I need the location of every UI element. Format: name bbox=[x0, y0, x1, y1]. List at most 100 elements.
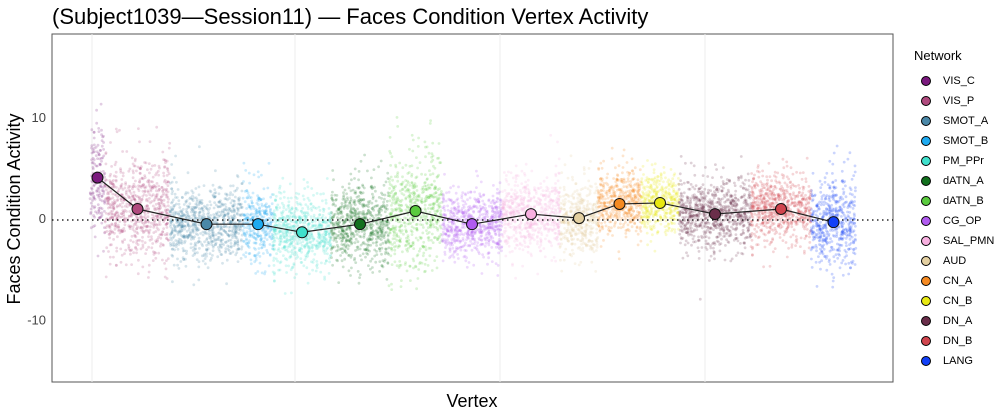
vertex-point bbox=[491, 239, 495, 243]
vertex-point bbox=[305, 266, 309, 270]
vertex-point bbox=[131, 176, 135, 180]
vertex-point bbox=[275, 252, 278, 256]
vertex-point bbox=[92, 136, 96, 140]
vertex-point bbox=[90, 186, 93, 190]
vertex-point bbox=[286, 223, 289, 226]
vertex-point bbox=[129, 239, 133, 242]
vertex-point bbox=[303, 258, 307, 261]
vertex-point bbox=[488, 231, 492, 235]
vertex-point bbox=[214, 195, 217, 198]
vertex-point bbox=[550, 221, 554, 225]
vertex-point bbox=[91, 191, 95, 195]
vertex-point bbox=[330, 251, 334, 255]
vertex-point bbox=[193, 225, 197, 228]
vertex-point bbox=[170, 231, 173, 235]
vertex-point bbox=[404, 196, 408, 200]
vertex-point bbox=[120, 215, 124, 219]
vertex-point bbox=[167, 238, 171, 242]
vertex-point bbox=[128, 189, 131, 192]
vertex-point bbox=[479, 243, 482, 247]
vertex-point bbox=[407, 222, 411, 226]
vertex-point bbox=[219, 227, 223, 231]
vertex-point bbox=[114, 211, 118, 215]
vertex-point bbox=[131, 195, 135, 199]
vertex-point bbox=[285, 214, 289, 218]
vertex-point bbox=[529, 197, 533, 201]
vertex-point bbox=[224, 247, 228, 251]
vertex-point bbox=[207, 229, 211, 233]
vertex-point bbox=[361, 191, 365, 195]
vertex-point bbox=[383, 260, 386, 263]
vertex-point bbox=[238, 225, 242, 229]
vertex-point bbox=[162, 218, 166, 222]
vertex-point bbox=[378, 260, 382, 263]
vertex-point bbox=[97, 190, 101, 193]
vertex-point bbox=[403, 185, 407, 189]
vertex-point bbox=[362, 186, 366, 190]
vertex-point bbox=[283, 244, 287, 248]
vertex-point bbox=[323, 240, 327, 244]
vertex-point bbox=[328, 220, 332, 224]
vertex-point bbox=[103, 220, 107, 224]
vertex-point bbox=[213, 226, 217, 229]
vertex-point bbox=[447, 233, 451, 237]
vertex-point bbox=[193, 252, 197, 256]
points-PM_PPr bbox=[271, 176, 333, 295]
vertex-point bbox=[197, 265, 201, 269]
vertex-point bbox=[273, 279, 276, 282]
vertex-point bbox=[168, 141, 172, 145]
vertex-point bbox=[145, 194, 148, 197]
vertex-point bbox=[101, 186, 105, 190]
vertex-point bbox=[217, 210, 220, 214]
vertex-point bbox=[279, 224, 283, 228]
vertex-point bbox=[403, 225, 407, 228]
vertex-point bbox=[146, 199, 150, 203]
vertex-point bbox=[250, 201, 254, 205]
vertex-point bbox=[410, 174, 413, 178]
vertex-point bbox=[166, 170, 170, 173]
vertex-point bbox=[304, 255, 308, 259]
vertex-point bbox=[414, 265, 418, 269]
vertex-point bbox=[275, 205, 278, 209]
vertex-point bbox=[187, 233, 191, 237]
vertex-point bbox=[165, 211, 169, 215]
vertex-point bbox=[470, 248, 474, 252]
vertex-point bbox=[116, 235, 119, 239]
vertex-point bbox=[131, 162, 135, 166]
vertex-point bbox=[415, 287, 418, 291]
vertex-point bbox=[127, 224, 131, 228]
vertex-point bbox=[459, 245, 463, 249]
vertex-point bbox=[195, 205, 199, 209]
vertex-point bbox=[337, 230, 341, 234]
vertex-point bbox=[215, 216, 219, 220]
vertex-point bbox=[274, 198, 278, 202]
vertex-point bbox=[91, 167, 95, 171]
vertex-point bbox=[174, 229, 178, 233]
vertex-point bbox=[252, 173, 256, 177]
vertex-point bbox=[300, 247, 303, 251]
vertex-point bbox=[317, 205, 321, 209]
vertex-point bbox=[317, 230, 320, 234]
vertex-point bbox=[299, 261, 303, 264]
vertex-point bbox=[387, 246, 391, 250]
vertex-point bbox=[312, 213, 316, 217]
vertex-point bbox=[244, 217, 247, 221]
vertex-point bbox=[137, 127, 140, 130]
vertex-point bbox=[254, 232, 257, 236]
vertex-point bbox=[125, 205, 129, 209]
vertex-point bbox=[240, 224, 243, 228]
vertex-point bbox=[272, 229, 276, 233]
vertex-point bbox=[469, 215, 473, 219]
vertex-point bbox=[193, 241, 197, 245]
vertex-point bbox=[450, 241, 454, 245]
vertex-point bbox=[288, 222, 291, 226]
vertex-point bbox=[467, 213, 471, 217]
vertex-point bbox=[404, 203, 408, 207]
vertex-point bbox=[450, 238, 454, 242]
vertex-point bbox=[288, 235, 292, 238]
vertex-point bbox=[251, 215, 255, 219]
vertex-point bbox=[289, 224, 293, 228]
vertex-point bbox=[134, 194, 138, 198]
vertex-point bbox=[233, 234, 237, 237]
vertex-point bbox=[165, 237, 169, 240]
